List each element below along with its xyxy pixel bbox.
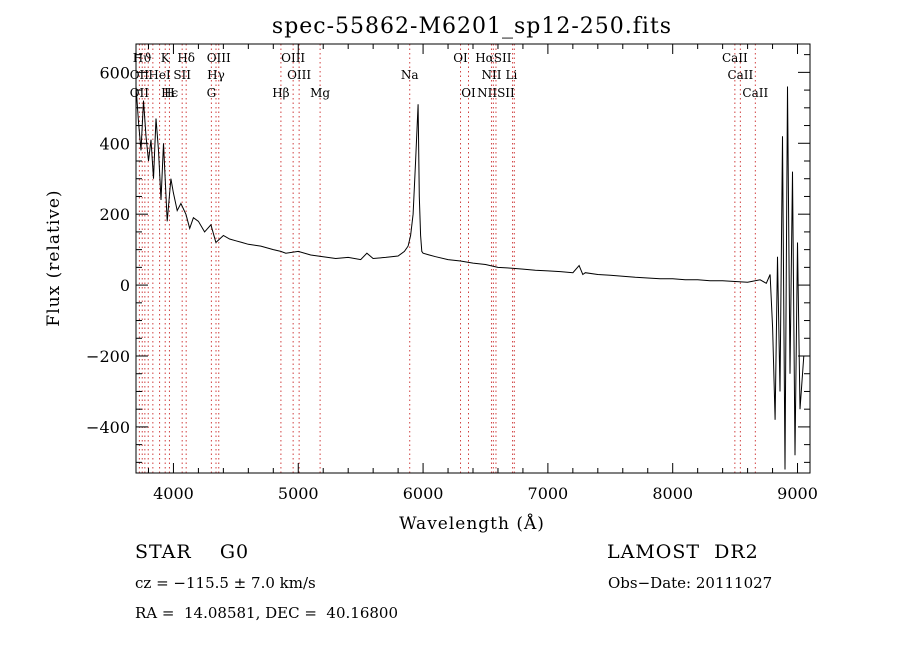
line-label-6: HαSII	[475, 51, 512, 65]
object-class: STAR G0	[135, 541, 250, 563]
plot-frame	[135, 43, 811, 474]
y-tick-label-3: 200	[99, 205, 130, 224]
x-tick-label-3: 7000	[528, 484, 569, 503]
chart-title: spec-55862-M6201_sp12-250.fits	[272, 14, 672, 39]
survey-name: LAMOST DR2	[607, 541, 759, 563]
x-axis-label: Wavelength (Å)	[399, 513, 545, 534]
line-label-5: OI	[453, 51, 468, 65]
y-tick-label-2: 0	[120, 276, 130, 295]
y-tick-label-5: 600	[99, 63, 130, 82]
observation-date: Obs−Date: 20111027	[608, 574, 773, 592]
line-label-24: NIISII	[477, 86, 515, 100]
x-tick-label-2: 6000	[403, 484, 444, 503]
y-axis-label: Flux (relative)	[44, 189, 64, 326]
y-tick-label-1: −200	[86, 347, 130, 366]
y-tick-label-4: 400	[99, 134, 130, 153]
line-label-4: OIII	[281, 51, 305, 65]
line-label-3: OIII	[207, 51, 231, 65]
line-label-17: OII	[130, 86, 150, 100]
line-label-2: Hδ	[177, 51, 195, 65]
line-marker-group	[138, 44, 756, 473]
x-tick-label-0: 4000	[153, 484, 194, 503]
line-label-15: Li	[506, 68, 518, 82]
line-label-7: CaII	[722, 51, 748, 65]
x-tick-label-5: 9000	[777, 484, 818, 503]
line-label-11: Hγ	[207, 68, 225, 82]
line-label-21: Hβ	[272, 86, 289, 100]
line-label-19: H	[164, 86, 174, 100]
y-tick-label-0: −400	[86, 418, 130, 437]
line-label-20: G	[207, 86, 217, 100]
line-label-25: CaII	[742, 86, 768, 100]
line-label-14: NII	[481, 68, 501, 82]
line-label-18: Hϵ	[161, 86, 178, 100]
sky-coordinates: RA = 14.08581, DEC = 40.16800	[135, 604, 399, 622]
axis-tick-group: 4000 5000 6000 7000 8000 9000 −400 −200 0 200 400 6…	[86, 44, 818, 503]
x-tick-label-4: 8000	[652, 484, 693, 503]
line-label-10: SII	[173, 68, 191, 82]
line-label-12: OIII	[287, 68, 311, 82]
line-label-8: OII	[130, 68, 150, 82]
line-label-13: Na	[401, 68, 419, 82]
line-label-22: Mg	[310, 86, 330, 100]
x-tick-label-1: 5000	[278, 484, 319, 503]
line-label-16: CaII	[727, 68, 753, 82]
line-label-23: OI	[461, 86, 476, 100]
spectrum-series-line	[135, 86, 805, 470]
line-label-9: HeI	[148, 68, 171, 82]
line-label-1: K	[161, 51, 171, 65]
redshift-velocity: cz = −115.5 ± 7.0 km/s	[135, 574, 316, 592]
